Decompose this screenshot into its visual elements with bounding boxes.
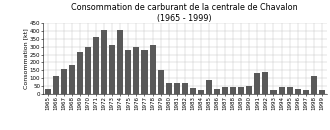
Bar	[61, 69, 67, 94]
Bar	[158, 70, 164, 94]
Bar	[77, 52, 83, 94]
Bar	[85, 47, 91, 94]
Bar	[125, 50, 131, 94]
Bar	[149, 45, 155, 94]
Bar	[53, 76, 59, 94]
Bar	[271, 90, 277, 94]
Bar	[133, 47, 140, 94]
Bar	[230, 87, 236, 94]
Bar	[45, 89, 51, 94]
Bar	[198, 90, 204, 94]
Bar	[303, 90, 309, 94]
Bar	[279, 87, 284, 94]
Bar	[246, 86, 252, 94]
Bar	[190, 88, 196, 94]
Bar	[142, 50, 148, 94]
Bar	[214, 89, 220, 94]
Bar	[295, 89, 301, 94]
Bar	[109, 45, 115, 94]
Bar	[93, 37, 99, 94]
Bar	[69, 65, 75, 94]
Bar	[182, 83, 188, 94]
Bar	[254, 73, 260, 94]
Bar	[117, 30, 123, 94]
Bar	[174, 83, 180, 94]
Y-axis label: Consommation [kt]: Consommation [kt]	[23, 28, 28, 89]
Bar	[238, 87, 244, 94]
Bar	[319, 90, 325, 94]
Bar	[222, 87, 228, 94]
Bar	[311, 76, 317, 94]
Bar	[166, 83, 172, 94]
Bar	[101, 30, 107, 94]
Title: Consommation de carburant de la centrale de Chavalon
(1965 - 1999): Consommation de carburant de la centrale…	[72, 2, 298, 23]
Bar	[206, 80, 212, 94]
Bar	[262, 72, 268, 94]
Bar	[286, 87, 293, 94]
